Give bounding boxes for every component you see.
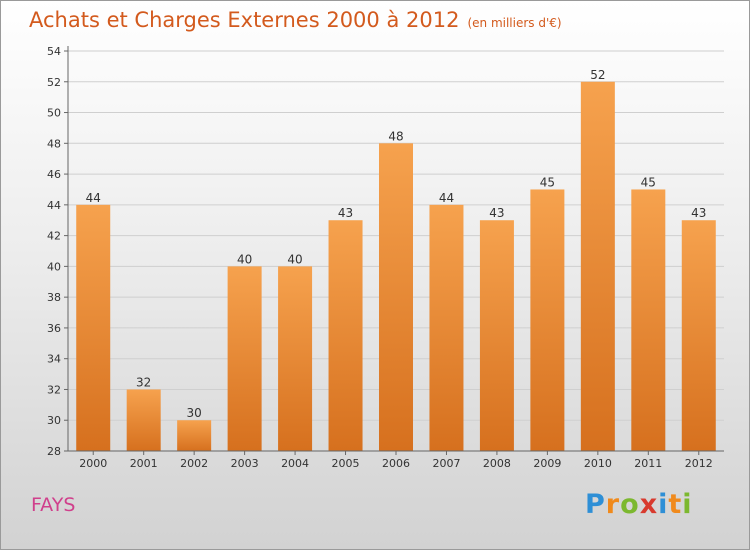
x-tick-label: 2010	[584, 457, 612, 470]
y-tick-label: 36	[47, 322, 61, 335]
data-label: 43	[338, 206, 353, 220]
proxiti-logo[interactable]: Proxiti	[585, 489, 693, 520]
x-tick-label: 2011	[634, 457, 662, 470]
logo-letter: i	[682, 489, 693, 520]
bar	[328, 220, 363, 451]
x-tick-label: 2004	[281, 457, 309, 470]
data-label: 43	[691, 206, 706, 220]
y-axis-ticks: 28 30 32 34 36 38 40 42 44 46 48 50 52 54	[47, 45, 68, 458]
bar	[681, 220, 716, 451]
commune-name: FAYS	[31, 494, 76, 516]
y-tick-label: 48	[47, 137, 61, 150]
logo-letter: x	[639, 489, 659, 520]
y-tick-label: 42	[47, 230, 61, 243]
y-tick-label: 28	[47, 445, 61, 458]
chart-title-text: Achats et Charges Externes 2000 à 2012	[29, 8, 460, 32]
data-label: 45	[540, 175, 555, 189]
data-label: 52	[590, 68, 605, 82]
data-label: 45	[641, 175, 656, 189]
x-tick-label: 2000	[79, 457, 107, 470]
logo-letter: i	[658, 489, 669, 520]
data-label: 44	[439, 191, 454, 205]
chart-title: Achats et Charges Externes 2000 à 2012 (e…	[29, 8, 562, 32]
x-tick-label: 2009	[533, 457, 561, 470]
x-tick-label: 2007	[432, 457, 460, 470]
x-tick-label: 2006	[382, 457, 410, 470]
logo-letter: P	[585, 489, 606, 520]
bar	[429, 204, 464, 451]
y-tick-label: 54	[47, 45, 61, 58]
data-label: 30	[187, 406, 202, 420]
data-label: 40	[287, 252, 302, 266]
bar	[227, 266, 262, 451]
data-label: 40	[237, 252, 252, 266]
bar	[76, 204, 111, 451]
data-label: 32	[136, 375, 151, 389]
y-tick-label: 30	[47, 414, 61, 427]
logo-letter: o	[620, 489, 640, 520]
x-tick-label: 2001	[130, 457, 158, 470]
bar	[530, 189, 565, 451]
y-tick-label: 38	[47, 291, 61, 304]
y-tick-label: 32	[47, 383, 61, 396]
y-tick-label: 44	[47, 199, 61, 212]
y-tick-label: 52	[47, 76, 61, 89]
x-tick-label: 2003	[231, 457, 259, 470]
x-tick-label: 2002	[180, 457, 208, 470]
data-labels: 44 32 30 40 40 43 48 44 43 45 52 45 43	[86, 68, 707, 420]
x-tick-label: 2008	[483, 457, 511, 470]
bars	[76, 81, 716, 452]
bar	[278, 266, 313, 451]
x-tick-label: 2012	[685, 457, 713, 470]
bar	[379, 143, 413, 452]
logo-letter: r	[605, 489, 621, 520]
y-tick-label: 40	[47, 260, 61, 273]
y-tick-label: 46	[47, 168, 61, 181]
bar	[580, 81, 615, 452]
bar	[126, 389, 161, 451]
bar	[631, 189, 666, 451]
x-tick-label: 2005	[332, 457, 360, 470]
bar	[177, 420, 212, 451]
data-label: 44	[86, 191, 101, 205]
x-axis-ticks: 2000 2001 2002 2003 2004 2005 2006 2007 2008 2009…	[79, 451, 713, 470]
logo-letter: t	[668, 489, 683, 520]
y-tick-label: 34	[47, 353, 61, 366]
data-label: 48	[388, 129, 403, 143]
bar	[479, 220, 514, 451]
y-tick-label: 50	[47, 107, 61, 120]
data-label: 43	[489, 206, 504, 220]
chart-subtitle: (en milliers d'€)	[467, 16, 562, 30]
